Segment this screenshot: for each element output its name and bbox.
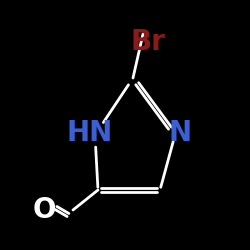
Text: Br: Br: [130, 28, 166, 56]
Text: N: N: [168, 119, 192, 147]
Text: HN: HN: [67, 119, 113, 147]
Text: O: O: [32, 196, 56, 224]
